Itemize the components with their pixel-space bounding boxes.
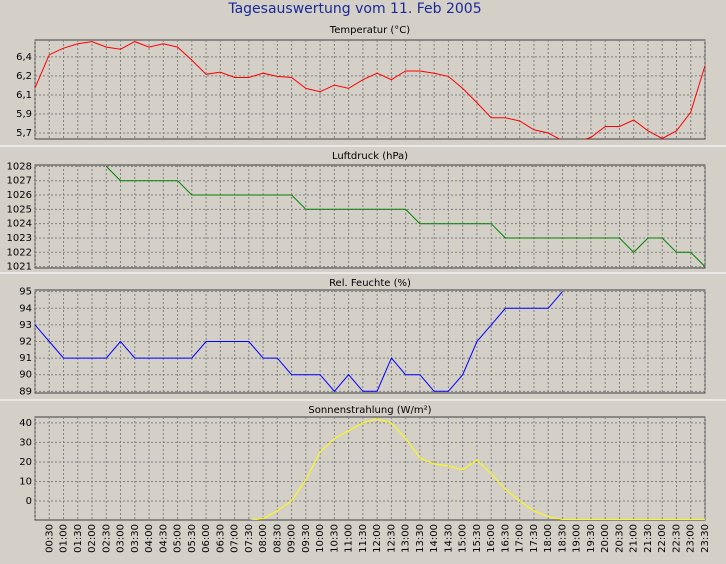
chart-title: Sonnenstrahlung (W/m²) <box>308 405 431 416</box>
x-tick-label: 21:30 <box>643 524 654 553</box>
line <box>35 41 705 139</box>
x-tick-label: 04:00 <box>144 524 155 553</box>
x-tick-label: 17:00 <box>515 524 526 553</box>
y-tick-label: 10 <box>19 476 32 487</box>
x-tick-label: 22:30 <box>671 524 682 553</box>
y-tick-label: 92 <box>19 337 32 348</box>
plot-area <box>34 164 706 269</box>
y-tick-label: 30 <box>19 437 32 448</box>
y-tick-label: 89 <box>19 386 32 397</box>
x-tick-label: 06:00 <box>201 524 212 553</box>
y-tick-label: 1026 <box>7 190 32 201</box>
x-tick-label: 16:00 <box>486 524 497 553</box>
y-tick-label: 1024 <box>7 219 32 230</box>
x-tick-label: 10:30 <box>329 524 340 553</box>
y-tick-label: 1025 <box>7 204 32 215</box>
x-tick-label: 11:30 <box>358 524 369 553</box>
y-tick-label: 90 <box>19 370 32 381</box>
x-tick-label: 13:00 <box>401 524 412 553</box>
y-tick-label: 93 <box>19 320 32 331</box>
x-tick-label: 23:00 <box>686 524 697 553</box>
chart-title: Temperatur (°C) <box>329 25 410 36</box>
x-tick-label: 00:30 <box>44 524 55 553</box>
x-tick-label: 13:30 <box>415 524 426 553</box>
y-tick-label: 1027 <box>7 176 32 187</box>
x-tick-label: 09:30 <box>301 524 312 553</box>
y-tick-label: 1028 <box>7 161 32 172</box>
x-tick-label: 02:30 <box>101 524 112 553</box>
x-tick-label: 15:00 <box>458 524 469 553</box>
x-tick-label: 22:00 <box>657 524 668 553</box>
x-tick-label: 15:30 <box>472 524 483 553</box>
x-tick-label: 04:30 <box>158 524 169 553</box>
x-tick-label: 09:00 <box>287 524 298 553</box>
y-tick-label: 1023 <box>7 233 32 244</box>
x-tick-label: 19:30 <box>586 524 597 553</box>
x-tick-label: 07:00 <box>230 524 241 553</box>
x-tick-label: 05:00 <box>173 524 184 553</box>
y-tick-label: 94 <box>19 303 32 314</box>
x-tick-label: 17:30 <box>529 524 540 553</box>
x-tick-label: 12:30 <box>386 524 397 553</box>
y-tick-label: 40 <box>19 418 32 429</box>
plot-area <box>34 39 706 140</box>
x-tick-label: 23:30 <box>700 524 711 553</box>
y-tick-label: 1021 <box>7 262 32 273</box>
x-tick-label: 18:00 <box>543 524 554 553</box>
y-tick-label: 91 <box>19 353 32 364</box>
plot-area <box>34 416 706 521</box>
line <box>249 418 705 520</box>
x-tick-label: 06:30 <box>215 524 226 553</box>
y-tick-label: 0 <box>26 496 32 507</box>
x-tick-label: 01:00 <box>59 524 70 553</box>
x-tick-label: 14:00 <box>429 524 440 553</box>
x-tick-label: 10:00 <box>315 524 326 553</box>
x-tick-label: 21:00 <box>629 524 640 553</box>
y-tick-label: 1022 <box>7 247 32 258</box>
y-tick-label: 5,7 <box>16 128 32 139</box>
x-tick-label: 14:30 <box>443 524 454 553</box>
x-tick-label: 20:30 <box>614 524 625 553</box>
y-tick-label: 5,9 <box>16 109 32 120</box>
chart-title: Luftdruck (hPa) <box>332 151 408 162</box>
x-tick-label: 03:30 <box>130 524 141 553</box>
x-tick-label: 20:00 <box>600 524 611 553</box>
x-tick-label: 12:00 <box>372 524 383 553</box>
y-tick-label: 6,4 <box>16 52 32 63</box>
x-tick-label: 18:30 <box>557 524 568 553</box>
y-tick-label: 6,1 <box>16 90 32 101</box>
x-tick-label: 07:30 <box>244 524 255 553</box>
x-tick-label: 16:30 <box>500 524 511 553</box>
x-tick-label: 08:00 <box>258 524 269 553</box>
x-tick-label: 05:30 <box>187 524 198 553</box>
x-tick-label: 03:00 <box>116 524 127 553</box>
x-tick-label: 02:00 <box>87 524 98 553</box>
x-tick-label: 11:00 <box>344 524 355 553</box>
y-tick-label: 6,2 <box>16 71 32 82</box>
chart-title: Rel. Feuchte (%) <box>329 278 411 289</box>
x-tick-label: 01:30 <box>73 524 84 553</box>
page-title: Tagesauswertung vom 11. Feb 2005 <box>227 1 481 17</box>
x-tick-label: 08:30 <box>272 524 283 553</box>
line <box>35 291 563 393</box>
y-tick-label: 20 <box>19 457 32 468</box>
plot-area <box>34 289 706 394</box>
y-tick-label: 95 <box>19 287 32 298</box>
line <box>105 166 705 267</box>
x-tick-label: 19:00 <box>572 524 583 553</box>
